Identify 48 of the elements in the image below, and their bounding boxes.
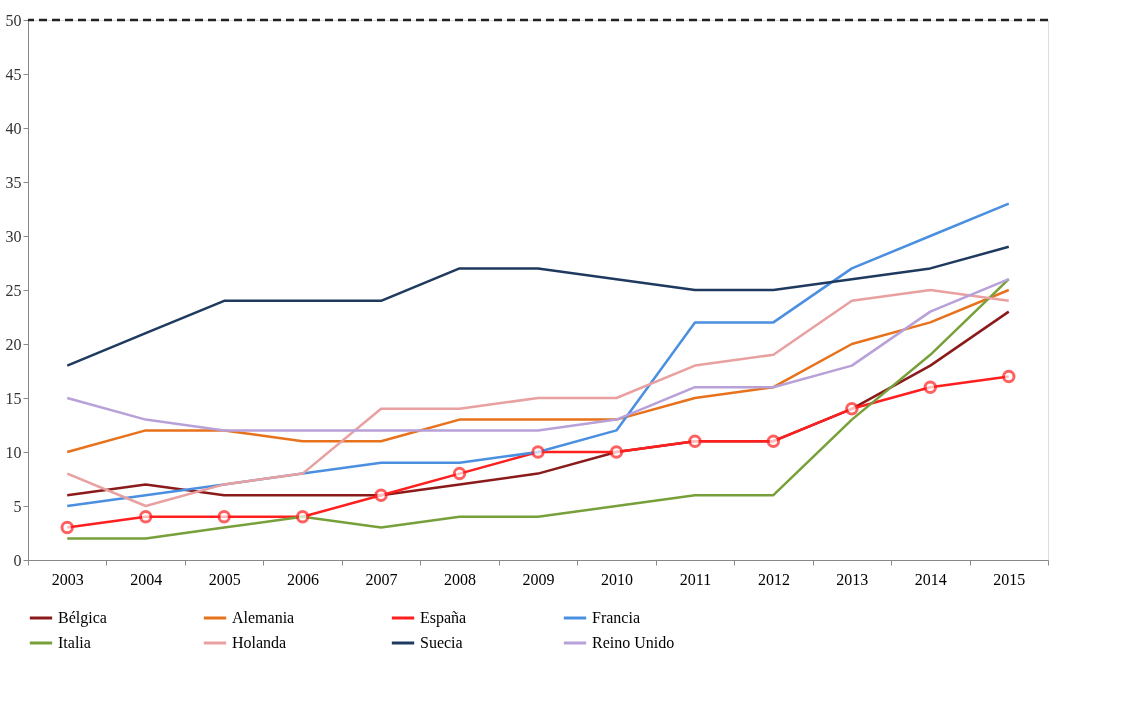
legend-label: Francia: [592, 609, 640, 626]
x-tick-label: 2009: [522, 570, 555, 588]
point: [60, 520, 74, 535]
y-tick-label: 40: [5, 119, 22, 137]
legend-label: España: [420, 609, 467, 627]
legend-label: Bélgica: [58, 609, 107, 627]
point: [452, 466, 467, 481]
legend-label: Alemania: [232, 609, 295, 626]
y-tick-label: 20: [5, 335, 22, 353]
x-tick-label: 2003: [51, 570, 84, 588]
point: [1002, 369, 1016, 384]
y-tick-label: 15: [5, 389, 22, 407]
point: [923, 380, 938, 394]
y-tick-label: 25: [5, 281, 22, 299]
point: [845, 402, 859, 416]
legend-label: Reino Unido: [592, 634, 675, 651]
y-tick-label: 5: [13, 497, 22, 515]
legend-label: Italia: [58, 634, 91, 651]
x-tick-label: 2014: [914, 570, 947, 588]
x-tick-label: 2011: [679, 570, 712, 588]
y-tick-label: 50: [5, 11, 22, 29]
y-tick-label: 30: [5, 227, 22, 245]
legend-label: Holanda: [232, 634, 287, 651]
point: [688, 434, 702, 448]
line-series: [65, 245, 1011, 367]
x-tick-label: 2005: [208, 570, 241, 588]
x-tick-label: 2007: [365, 570, 398, 588]
y-tick-label: 45: [5, 65, 22, 83]
legend-label: Suecia: [420, 634, 463, 651]
y-tick-label: 35: [5, 173, 22, 191]
line-series: [65, 277, 1011, 432]
x-tick-label: 2013: [836, 570, 869, 588]
x-tick-label: 2012: [757, 570, 790, 588]
point: [217, 510, 231, 524]
point: [531, 445, 545, 459]
point: [295, 510, 310, 524]
x-tick-label: 2008: [444, 570, 477, 588]
point: [374, 488, 388, 502]
x-tick-label: 2006: [287, 570, 320, 588]
point: [138, 510, 153, 524]
x-tick-label: 2004: [130, 570, 163, 588]
x-tick-label: 2010: [600, 570, 633, 588]
x-tick-label: 2015: [993, 570, 1026, 588]
y-tick-label: 10: [5, 443, 22, 461]
y-tick-label: 0: [13, 551, 22, 569]
point: [766, 434, 781, 448]
line-series: [65, 288, 1011, 454]
point: [609, 445, 624, 459]
